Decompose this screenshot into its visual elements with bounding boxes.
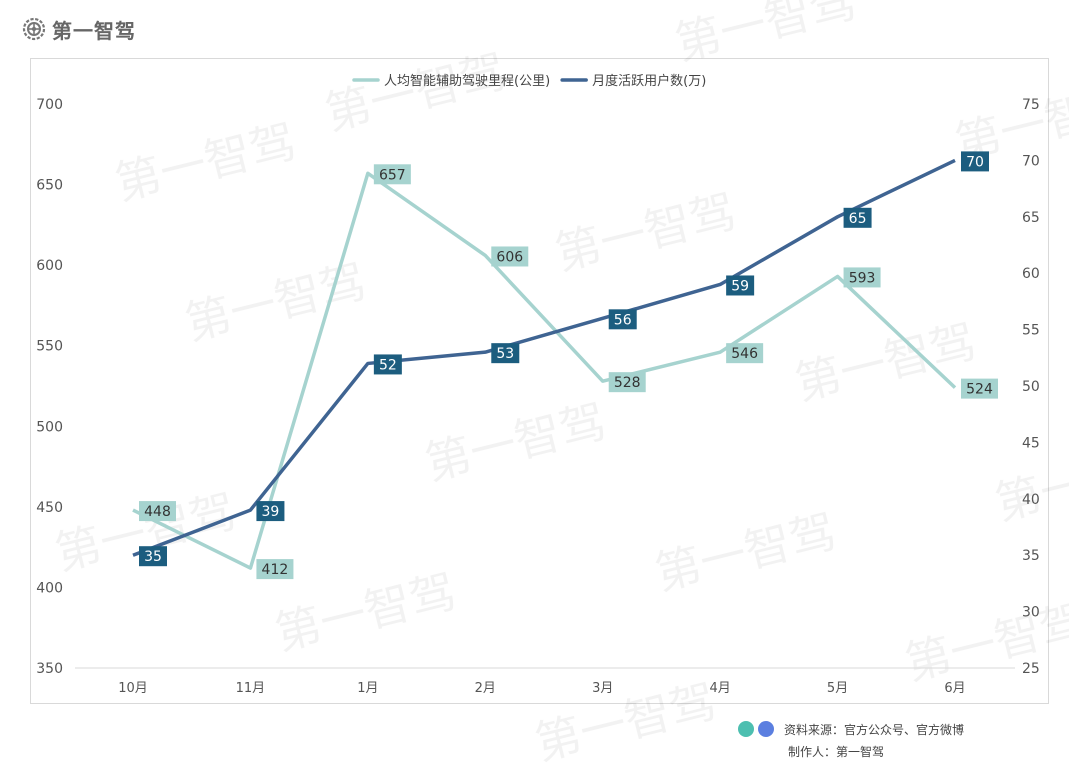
x-tick-label: 4月: [710, 681, 731, 696]
data-label: 524: [966, 382, 993, 398]
chart-footer: 资料来源：官方公众号、官方微博 制作人：第一智驾: [738, 718, 964, 762]
data-label-bg: [843, 267, 881, 288]
source-note: 资料来源：官方公众号、官方微博: [784, 722, 965, 737]
watermark-text: 第一智驾: [180, 254, 372, 351]
x-tick-label: 5月: [827, 681, 848, 696]
y-left-tick-label: 400: [36, 580, 63, 596]
data-label: 593: [849, 270, 876, 286]
source-row: 资料来源：官方公众号、官方微博: [738, 718, 964, 740]
data-label: 657: [379, 167, 406, 183]
data-label-bg: [139, 546, 167, 567]
y-right-tick-label: 65: [1022, 210, 1040, 226]
x-tick-label: 6月: [944, 681, 965, 696]
x-tick-label: 3月: [592, 681, 613, 696]
data-label: 52: [379, 357, 397, 373]
data-label-bg: [139, 501, 176, 522]
y-right-tick-label: 50: [1022, 379, 1040, 395]
y-left-tick-label: 500: [36, 419, 63, 435]
watermark-text: 第一智驾: [790, 314, 982, 411]
y-right-tick-label: 30: [1022, 605, 1040, 621]
data-label: 53: [496, 346, 514, 362]
y-right-tick-label: 55: [1022, 323, 1040, 339]
series-line-2: [132, 158, 956, 557]
y-left-tick-label: 700: [36, 97, 63, 113]
data-label: 606: [496, 249, 523, 265]
author-row: 制作人：第一智驾: [788, 740, 964, 762]
data-label-bg: [608, 309, 637, 330]
data-label-bg: [373, 354, 402, 375]
data-label: 546: [731, 346, 758, 362]
data-label: 412: [262, 562, 289, 578]
y-right-tick-label: 25: [1022, 661, 1040, 677]
data-label: 56: [614, 312, 632, 328]
y-right-tick-label: 40: [1022, 492, 1040, 508]
legend-label-2: 月度活跃用户数(万): [592, 73, 706, 89]
legend-label-1: 人均智能辅助驾驶里程(公里): [384, 74, 550, 89]
data-label-bg: [256, 501, 285, 522]
data-label-bg: [608, 372, 646, 393]
data-label: 59: [731, 278, 749, 294]
brand-logo: 第一智驾: [22, 14, 136, 44]
watermark-text: 第一智驾: [550, 184, 742, 281]
y-right-tick-label: 60: [1022, 266, 1040, 282]
watermark-text: 第一智驾: [530, 674, 722, 770]
y-right-tick-label: 75: [1022, 97, 1040, 113]
data-label-bg: [491, 343, 520, 364]
data-label-bg: [961, 378, 998, 399]
x-tick-label: 2月: [475, 681, 496, 696]
data-label: 70: [966, 154, 984, 170]
y-right-tick-label: 45: [1022, 435, 1040, 451]
y-left-tick-label: 350: [36, 661, 63, 677]
data-label: 39: [262, 504, 280, 520]
y-right-tick-label: 70: [1022, 153, 1040, 169]
watermark-text: 第一智驾: [900, 594, 1069, 691]
x-tick-label: 10月: [118, 681, 148, 696]
data-label-bg: [843, 207, 872, 228]
data-label: 65: [849, 211, 867, 227]
y-left-tick-label: 650: [36, 178, 63, 194]
watermark-text: 第一智驾: [670, 0, 862, 71]
y-left-tick-label: 450: [36, 500, 63, 516]
source-dot-blue: [758, 721, 774, 737]
data-label-bg: [726, 275, 755, 296]
data-label: 448: [144, 504, 171, 520]
watermark-text: 第一智驾: [270, 564, 462, 661]
data-label-bg: [726, 343, 764, 364]
author-note: 制作人：第一智驾: [788, 744, 885, 759]
data-label: 528: [614, 375, 641, 391]
source-dot-teal: [738, 721, 754, 737]
watermark-text: 第一智驾: [420, 394, 612, 491]
x-tick-label: 1月: [357, 681, 378, 696]
chart-panel: [30, 58, 1049, 704]
y-left-tick-label: 600: [36, 258, 63, 274]
watermark-text: 第一智驾: [320, 44, 512, 141]
watermark-text: 第一智驾: [110, 114, 302, 211]
data-label: 35: [144, 549, 162, 565]
y-left-tick-label: 550: [36, 339, 63, 355]
brand-name: 第一智驾: [52, 18, 136, 43]
x-tick-label: 11月: [236, 681, 266, 696]
watermark-text: 第一智驾: [650, 504, 842, 601]
y-right-tick-label: 35: [1022, 548, 1040, 564]
data-labels-layer: 448 412 657 606 528 546 593 524 35 39 52 53 56 59 65 70: [139, 151, 998, 580]
chart-legend: 人均智能辅助驾驶里程(公里) 月度活跃用户数(万): [352, 73, 706, 89]
axes-layer: 350 400 450 500 550 600 650 700 25 30 35 40 45 50 55 60…: [36, 97, 1040, 696]
gear-icon: [22, 17, 46, 41]
data-label-bg: [256, 559, 294, 580]
watermark-layer: 第一智驾第一智驾第一智驾第一智驾第一智驾第一智驾第一智驾第一智驾第一智驾第一智驾…: [50, 0, 1069, 770]
data-label-bg: [491, 246, 529, 267]
data-label-bg: [373, 164, 411, 185]
data-label-bg: [961, 151, 989, 172]
